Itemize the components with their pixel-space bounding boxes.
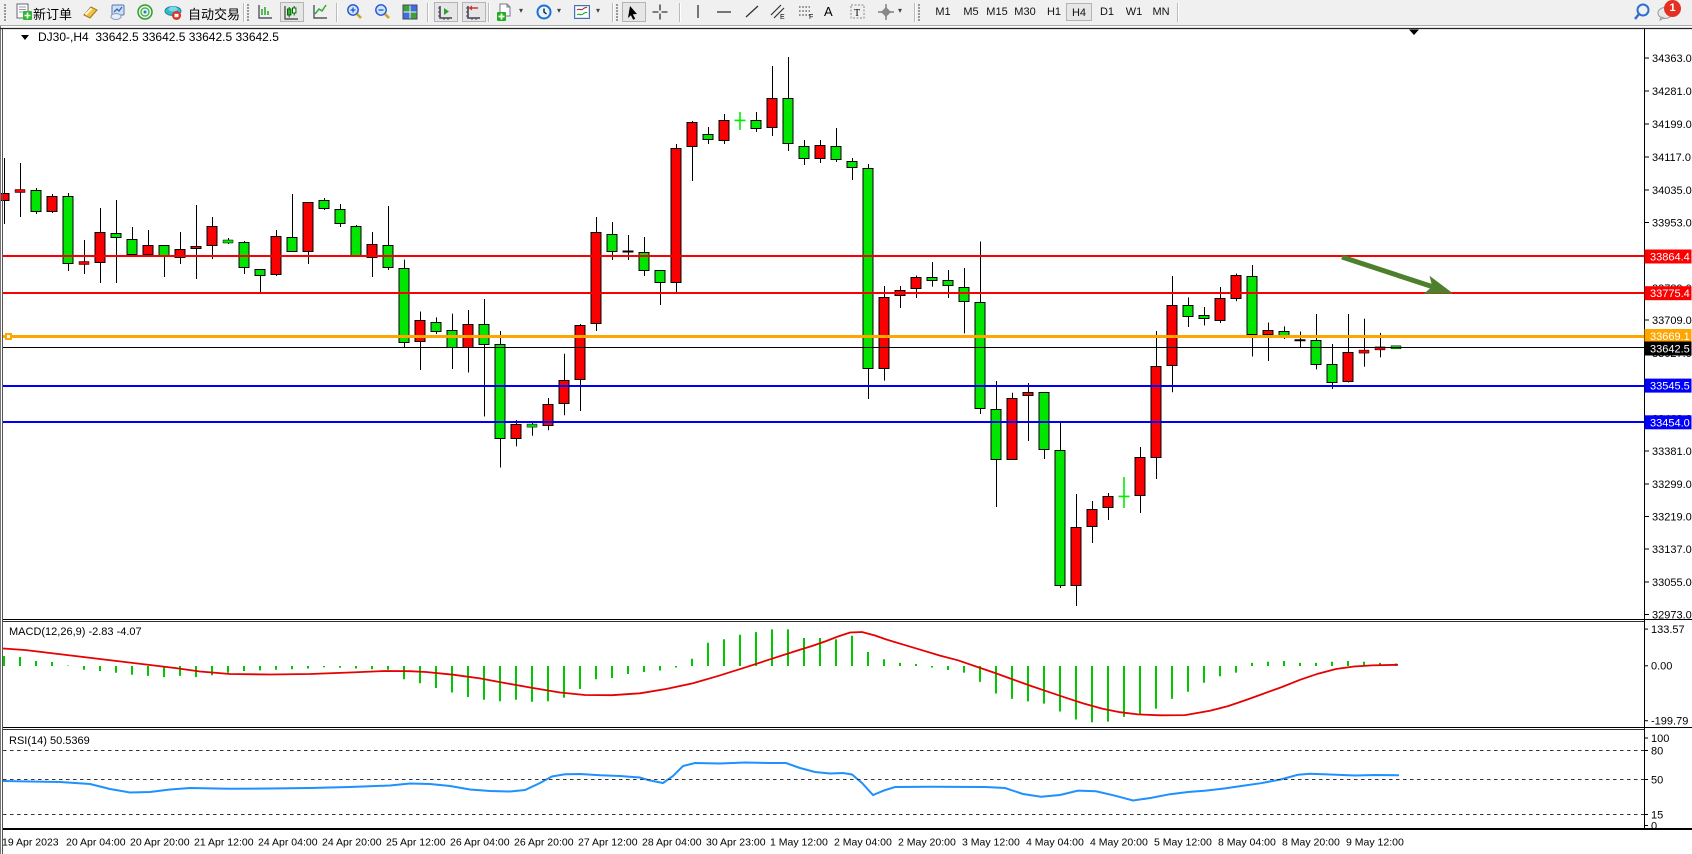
svg-text:33299.0: 33299.0	[1652, 479, 1692, 491]
svg-text:33669.1: 33669.1	[1650, 331, 1690, 343]
svg-text:DJ30-,H4 33642.5 33642.5 3364: DJ30-,H4 33642.5 33642.5 33642.5 33642.5	[38, 30, 279, 44]
svg-text:34117.0: 34117.0	[1652, 152, 1691, 164]
svg-text:33775.4: 33775.4	[1650, 288, 1690, 300]
svg-text:32973.0: 32973.0	[1652, 609, 1692, 621]
svg-text:MACD(12,26,9) -2.83 -4.07: MACD(12,26,9) -2.83 -4.07	[9, 626, 142, 638]
svg-text:5 May 12:00: 5 May 12:00	[1154, 837, 1212, 849]
svg-text:2 May 20:00: 2 May 20:00	[898, 837, 956, 849]
svg-text:33219.0: 33219.0	[1652, 511, 1692, 523]
svg-text:33953.0: 33953.0	[1652, 217, 1692, 229]
svg-text:8 May 04:00: 8 May 04:00	[1218, 837, 1276, 849]
svg-text:30 Apr 23:00: 30 Apr 23:00	[706, 837, 766, 849]
svg-text:-199.79: -199.79	[1651, 716, 1688, 728]
svg-text:9 May 12:00: 9 May 12:00	[1346, 837, 1404, 849]
svg-text:133.57: 133.57	[1651, 624, 1685, 636]
svg-text:33381.0: 33381.0	[1652, 446, 1692, 458]
svg-text:3 May 12:00: 3 May 12:00	[962, 837, 1020, 849]
svg-text:21 Apr 12:00: 21 Apr 12:00	[194, 837, 254, 849]
svg-text:34035.0: 34035.0	[1652, 185, 1692, 197]
svg-text:F: F	[809, 14, 813, 21]
svg-text:20 Apr 04:00: 20 Apr 04:00	[66, 837, 126, 849]
svg-text:E: E	[780, 14, 785, 21]
svg-text:0.00: 0.00	[1651, 661, 1672, 673]
svg-text:80: 80	[1651, 745, 1663, 757]
svg-text:2 May 04:00: 2 May 04:00	[834, 837, 892, 849]
svg-text:24 Apr 04:00: 24 Apr 04:00	[258, 837, 318, 849]
svg-text:28 Apr 04:00: 28 Apr 04:00	[642, 837, 702, 849]
svg-text:1 May 12:00: 1 May 12:00	[770, 837, 828, 849]
svg-text:34281.0: 34281.0	[1652, 86, 1692, 98]
svg-text:4 May 20:00: 4 May 20:00	[1090, 837, 1148, 849]
svg-text:25 Apr 12:00: 25 Apr 12:00	[386, 837, 446, 849]
svg-text:8 May 20:00: 8 May 20:00	[1282, 837, 1340, 849]
svg-text:0: 0	[1651, 820, 1657, 832]
svg-text:33454.0: 33454.0	[1650, 417, 1690, 429]
svg-text:20 Apr 20:00: 20 Apr 20:00	[130, 837, 190, 849]
svg-text:19 Apr 2023: 19 Apr 2023	[2, 837, 59, 849]
svg-text:RSI(14) 50.5369: RSI(14) 50.5369	[9, 735, 90, 747]
svg-text:34199.0: 34199.0	[1652, 119, 1692, 131]
svg-text:4 May 04:00: 4 May 04:00	[1026, 837, 1084, 849]
svg-text:100: 100	[1651, 733, 1669, 745]
svg-text:26 Apr 04:00: 26 Apr 04:00	[450, 837, 510, 849]
svg-text:26 Apr 20:00: 26 Apr 20:00	[514, 837, 574, 849]
svg-text:34363.0: 34363.0	[1652, 53, 1692, 65]
svg-text:33137.0: 33137.0	[1652, 544, 1692, 556]
svg-text:24 Apr 20:00: 24 Apr 20:00	[322, 837, 382, 849]
svg-text:33055.0: 33055.0	[1652, 577, 1692, 589]
svg-text:27 Apr 12:00: 27 Apr 12:00	[578, 837, 638, 849]
svg-text:33709.0: 33709.0	[1652, 315, 1692, 327]
svg-text:50: 50	[1651, 774, 1663, 786]
svg-text:15: 15	[1651, 809, 1663, 821]
svg-text:33864.4: 33864.4	[1650, 252, 1690, 264]
svg-text:33642.5: 33642.5	[1650, 344, 1690, 356]
svg-text:33545.5: 33545.5	[1650, 381, 1690, 393]
svg-text:T: T	[854, 8, 860, 19]
